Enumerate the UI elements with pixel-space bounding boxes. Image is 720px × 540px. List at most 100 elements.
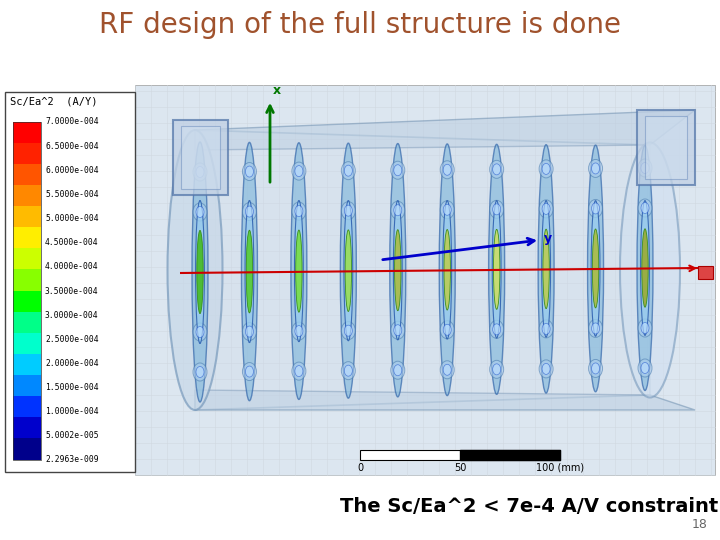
Bar xyxy=(13,396,41,418)
Text: 5.5000e-004: 5.5000e-004 xyxy=(45,190,99,199)
Ellipse shape xyxy=(393,200,402,340)
Ellipse shape xyxy=(344,325,352,336)
Ellipse shape xyxy=(196,206,204,218)
Ellipse shape xyxy=(440,201,454,219)
Text: 100 (mm): 100 (mm) xyxy=(536,463,584,473)
Text: 0: 0 xyxy=(357,463,363,473)
Bar xyxy=(13,375,41,396)
Text: 2.0000e-004: 2.0000e-004 xyxy=(45,359,99,368)
Ellipse shape xyxy=(444,325,451,335)
Ellipse shape xyxy=(292,322,306,340)
Ellipse shape xyxy=(541,200,551,337)
Bar xyxy=(13,206,41,228)
Bar xyxy=(13,354,41,375)
Text: 3.5000e-004: 3.5000e-004 xyxy=(45,287,99,295)
Ellipse shape xyxy=(440,321,454,339)
Ellipse shape xyxy=(246,326,253,337)
Bar xyxy=(13,438,41,460)
Bar xyxy=(13,333,41,354)
Ellipse shape xyxy=(344,200,353,341)
Ellipse shape xyxy=(638,159,652,177)
Polygon shape xyxy=(195,390,695,410)
Ellipse shape xyxy=(292,202,306,220)
Ellipse shape xyxy=(638,199,652,217)
Ellipse shape xyxy=(344,365,352,376)
Ellipse shape xyxy=(391,321,405,339)
Ellipse shape xyxy=(444,230,451,310)
Ellipse shape xyxy=(539,320,553,338)
Ellipse shape xyxy=(641,202,649,213)
Ellipse shape xyxy=(492,364,500,375)
Ellipse shape xyxy=(638,319,652,337)
Ellipse shape xyxy=(394,364,402,376)
Bar xyxy=(360,450,560,460)
Text: 4.5000e-004: 4.5000e-004 xyxy=(45,238,99,247)
Ellipse shape xyxy=(196,327,204,338)
Bar xyxy=(13,122,41,143)
Ellipse shape xyxy=(246,230,253,313)
Ellipse shape xyxy=(637,145,653,390)
Ellipse shape xyxy=(295,366,303,376)
Ellipse shape xyxy=(291,143,307,400)
Ellipse shape xyxy=(542,363,550,374)
Ellipse shape xyxy=(492,200,501,338)
Ellipse shape xyxy=(440,161,454,179)
Text: 3.0000e-004: 3.0000e-004 xyxy=(45,310,99,320)
Ellipse shape xyxy=(246,166,253,177)
Text: RF design of the full structure is done: RF design of the full structure is done xyxy=(99,11,621,39)
Ellipse shape xyxy=(444,164,451,176)
Ellipse shape xyxy=(193,163,207,181)
Ellipse shape xyxy=(539,160,553,178)
Ellipse shape xyxy=(243,163,256,180)
Ellipse shape xyxy=(246,206,253,217)
Bar xyxy=(13,122,41,460)
Bar xyxy=(13,164,41,185)
Bar xyxy=(13,312,41,333)
Ellipse shape xyxy=(168,130,222,410)
Ellipse shape xyxy=(641,163,649,173)
Ellipse shape xyxy=(344,205,352,216)
Bar xyxy=(13,417,41,439)
Text: 2.2963e-009: 2.2963e-009 xyxy=(45,456,99,464)
Ellipse shape xyxy=(294,200,303,342)
Bar xyxy=(5,92,135,472)
Text: The Sc/Ea^2 < 7e-4 A/V constraint is respected: The Sc/Ea^2 < 7e-4 A/V constraint is res… xyxy=(340,497,720,516)
Ellipse shape xyxy=(492,164,500,175)
Ellipse shape xyxy=(192,142,208,402)
Ellipse shape xyxy=(642,229,648,307)
Bar xyxy=(13,227,41,249)
Ellipse shape xyxy=(620,143,680,397)
Ellipse shape xyxy=(390,144,406,397)
Ellipse shape xyxy=(539,360,553,378)
Text: 7.0000e-004: 7.0000e-004 xyxy=(45,118,99,126)
Ellipse shape xyxy=(641,322,649,334)
Ellipse shape xyxy=(542,323,550,334)
Ellipse shape xyxy=(391,161,405,179)
Ellipse shape xyxy=(391,201,405,219)
Ellipse shape xyxy=(592,203,600,214)
Bar xyxy=(13,143,41,164)
Ellipse shape xyxy=(246,366,253,377)
Bar xyxy=(13,248,41,270)
Ellipse shape xyxy=(439,144,455,396)
Ellipse shape xyxy=(197,231,203,314)
Ellipse shape xyxy=(196,367,204,377)
Ellipse shape xyxy=(490,320,504,339)
Polygon shape xyxy=(195,130,650,410)
Text: 6.0000e-004: 6.0000e-004 xyxy=(45,166,99,175)
Ellipse shape xyxy=(444,364,451,375)
Ellipse shape xyxy=(344,165,352,176)
Text: 50: 50 xyxy=(454,463,466,473)
Bar xyxy=(135,85,715,475)
Text: 4.0000e-004: 4.0000e-004 xyxy=(45,262,99,272)
Ellipse shape xyxy=(295,206,303,217)
Bar xyxy=(13,291,41,312)
FancyBboxPatch shape xyxy=(645,116,687,179)
Ellipse shape xyxy=(490,360,504,379)
Ellipse shape xyxy=(341,322,356,340)
Ellipse shape xyxy=(443,200,451,339)
Ellipse shape xyxy=(193,363,207,381)
Ellipse shape xyxy=(588,199,603,218)
Ellipse shape xyxy=(341,161,356,180)
Ellipse shape xyxy=(588,320,603,338)
